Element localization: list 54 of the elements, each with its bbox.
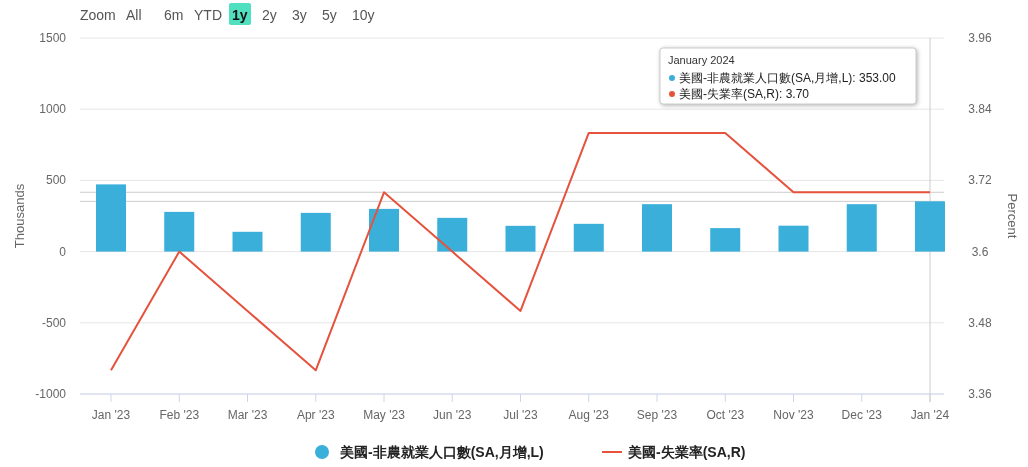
- bar: [164, 211, 195, 252]
- y2-tick-label: 3.36: [968, 387, 992, 401]
- x-tick-label: May '23: [363, 408, 406, 422]
- annotation: 美國-失業率(SA,R): 3.70: [679, 87, 810, 101]
- line-series: [110, 131, 931, 372]
- bar: [300, 212, 331, 252]
- text: 3y: [292, 7, 307, 23]
- x-tick-label: Apr '23: [296, 408, 335, 422]
- y2-tick-label: 3.96: [968, 31, 992, 45]
- text: All: [126, 7, 142, 23]
- bar: [778, 225, 809, 252]
- x-tick-label: Sep '23: [636, 408, 678, 422]
- bar: [96, 184, 126, 252]
- bar: [846, 204, 877, 252]
- x-tick-label: Nov '23: [773, 408, 814, 422]
- bar: [437, 217, 468, 252]
- bar: [915, 201, 945, 252]
- bar: [505, 225, 536, 252]
- text: 10y: [352, 7, 375, 23]
- y-tick-label: 1000: [39, 102, 67, 117]
- annotation: January 2024: [668, 54, 735, 66]
- x-tick-label: Oct '23: [706, 408, 745, 422]
- y2-tick-label: 3.48: [968, 315, 992, 330]
- x-tick-label: Dec '23: [841, 408, 883, 422]
- x-tick-label: Jan '24: [910, 408, 950, 422]
- bar: [369, 208, 399, 252]
- bar: [642, 204, 672, 252]
- x-tick-label: Jan '23: [91, 408, 131, 422]
- text: 5y: [322, 7, 337, 23]
- x-tick-label: Mar '23: [227, 408, 268, 422]
- bar: [710, 228, 741, 252]
- y-tick-label: -1000: [35, 387, 67, 401]
- x-tick-label: Feb '23: [159, 408, 200, 422]
- bar: [573, 223, 604, 252]
- y-tick-label: -500: [41, 315, 67, 330]
- y-tick-label: 1500: [39, 31, 67, 45]
- x-tick-label: Aug '23: [568, 408, 610, 422]
- y2-axis-title: Percent: [1005, 193, 1020, 239]
- text: YTD: [194, 7, 222, 23]
- bar: [232, 231, 263, 252]
- x-tick-label: Jul '23: [503, 408, 538, 422]
- y-axis-title: Thousands: [12, 183, 27, 249]
- y-tick-label: 500: [45, 173, 67, 188]
- y2-tick-label: 3.72: [968, 173, 992, 188]
- text: 2y: [262, 7, 277, 23]
- y2-tick-label: 3.6: [971, 244, 989, 259]
- y2-tick-label: 3.84: [968, 102, 992, 117]
- y-tick-label: 0: [59, 244, 67, 259]
- annotation: 美國-非農就業人口數(SA,月增,L): 353.00: [679, 71, 897, 85]
- legend-label: 美國-失業率(SA,R): [627, 444, 746, 460]
- text: Zoom: [80, 7, 116, 23]
- x-tick-label: Jun '23: [433, 408, 472, 422]
- text: 6m: [164, 7, 184, 23]
- legend-label: 美國-非農就業人口數(SA,月增,L): [339, 444, 544, 460]
